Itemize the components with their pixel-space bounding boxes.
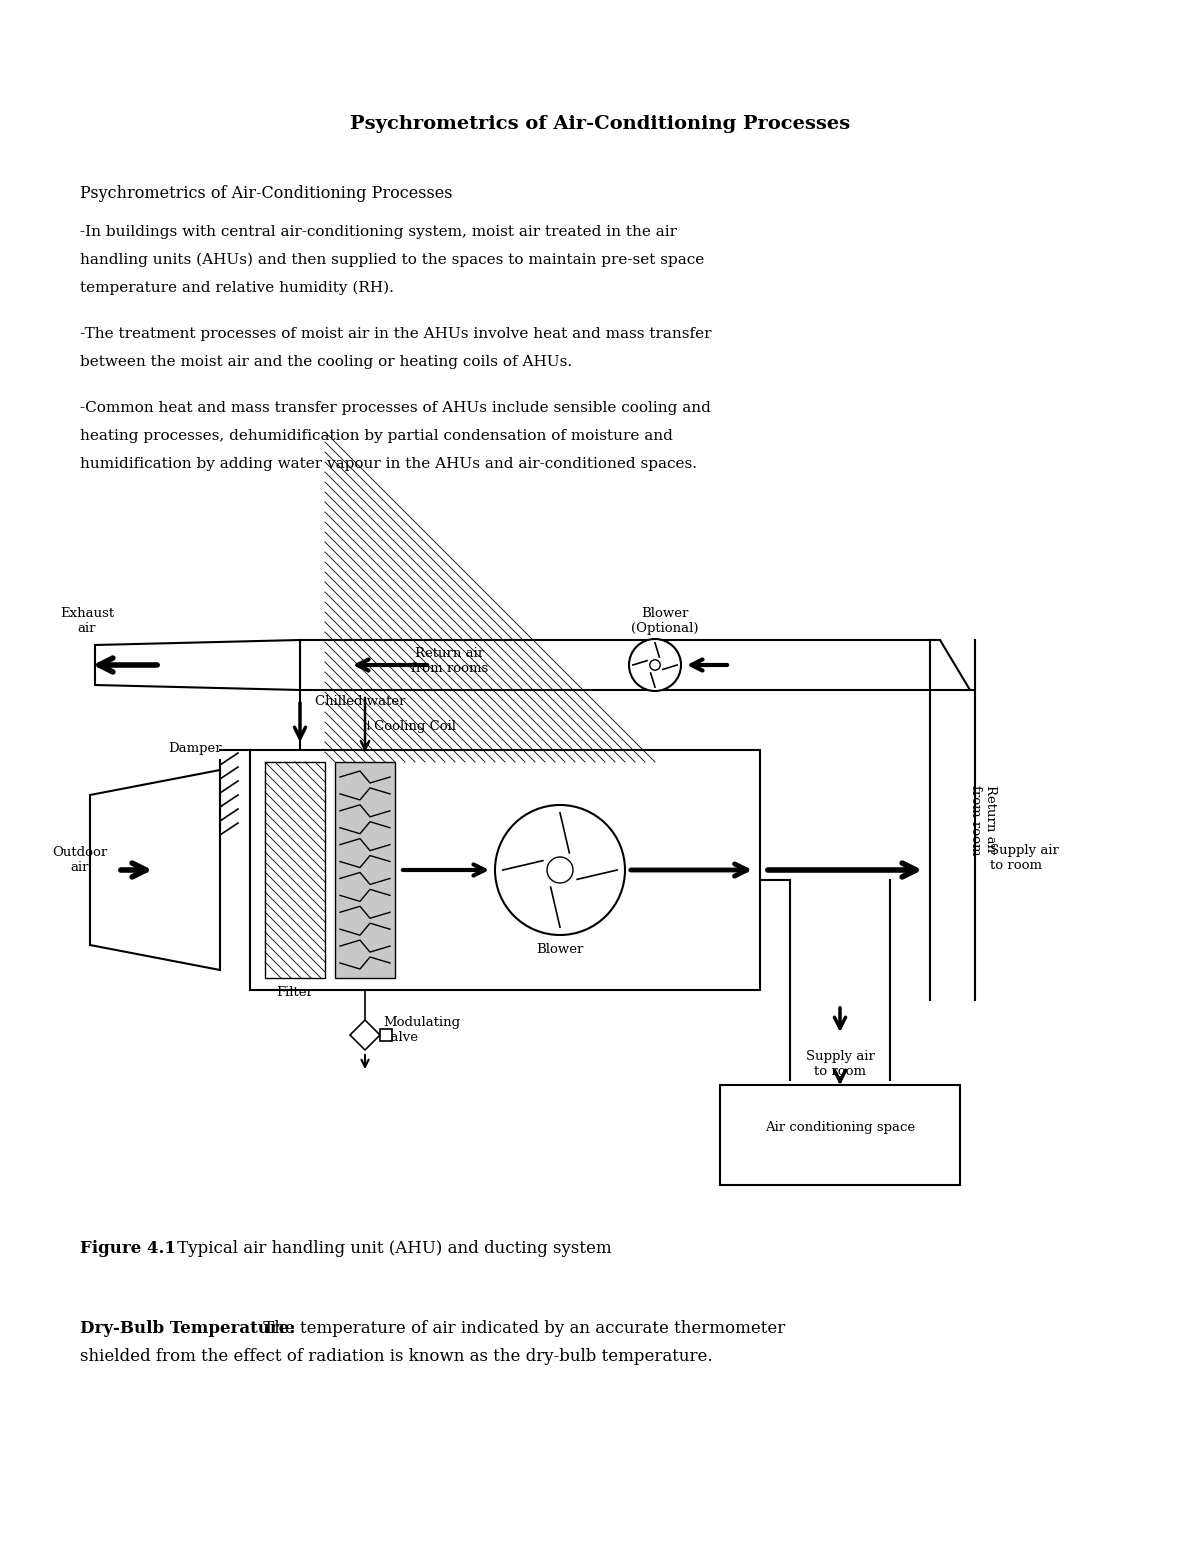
Text: Typical air handling unit (AHU) and ducting system: Typical air handling unit (AHU) and duct… (172, 1239, 612, 1256)
Circle shape (547, 857, 574, 884)
Bar (380, 1030, 392, 1041)
Text: handling units (AHUs) and then supplied to the spaces to maintain pre-set space: handling units (AHUs) and then supplied … (80, 253, 704, 267)
Text: Damper: Damper (168, 742, 222, 755)
Circle shape (650, 660, 660, 671)
Text: Return air
from room: Return air from room (970, 784, 997, 856)
Circle shape (496, 804, 625, 935)
Text: Blower
(Optional): Blower (Optional) (631, 607, 698, 635)
Text: -In buildings with central air-conditioning system, moist air treated in the air: -In buildings with central air-condition… (80, 225, 677, 239)
Text: temperature and relative humidity (RH).: temperature and relative humidity (RH). (80, 281, 394, 295)
Polygon shape (300, 640, 970, 690)
Text: Psychrometrics of Air-Conditioning Processes: Psychrometrics of Air-Conditioning Proce… (80, 185, 452, 202)
Polygon shape (95, 640, 300, 690)
Polygon shape (350, 1020, 380, 1050)
Text: between the moist air and the cooling or heating coils of AHUs.: between the moist air and the cooling or… (80, 356, 572, 370)
Text: Blower: Blower (536, 943, 583, 957)
Bar (720, 1086, 960, 1185)
Text: Filter: Filter (276, 986, 313, 999)
Text: Air conditioning space: Air conditioning space (764, 1121, 916, 1134)
Text: Modulating
valve: Modulating valve (383, 1016, 460, 1044)
Text: Supply air
to room: Supply air to room (805, 1050, 875, 1078)
Text: Exhaust
air: Exhaust air (60, 607, 114, 635)
Text: humidification by adding water vapour in the AHUs and air-conditioned spaces.: humidification by adding water vapour in… (80, 457, 697, 471)
Text: -The treatment processes of moist air in the AHUs involve heat and mass transfer: -The treatment processes of moist air in… (80, 328, 712, 342)
Text: shielded from the effect of radiation is known as the dry-bulb temperature.: shielded from the effect of radiation is… (80, 1348, 713, 1365)
Text: Outdoor
air: Outdoor air (53, 846, 108, 874)
Circle shape (629, 638, 682, 691)
Text: Dry-Bulb Temperature:: Dry-Bulb Temperature: (80, 1320, 295, 1337)
Text: -Common heat and mass transfer processes of AHUs include sensible cooling and: -Common heat and mass transfer processes… (80, 401, 710, 415)
Polygon shape (90, 770, 220, 971)
Text: Return air
from rooms: Return air from rooms (412, 648, 488, 676)
Bar (265, 763, 325, 978)
Bar (335, 763, 395, 978)
Text: Chilled water: Chilled water (314, 696, 406, 708)
Text: ↓Cooling Coil: ↓Cooling Coil (364, 721, 456, 733)
Bar (250, 750, 760, 989)
Text: Figure 4.1: Figure 4.1 (80, 1239, 176, 1256)
Text: Psychrometrics of Air-Conditioning Processes: Psychrometrics of Air-Conditioning Proce… (350, 115, 850, 134)
Text: Supply air
to room: Supply air to room (990, 843, 1058, 871)
Text: The temperature of air indicated by an accurate thermometer: The temperature of air indicated by an a… (258, 1320, 785, 1337)
Text: heating processes, dehumidification by partial condensation of moisture and: heating processes, dehumidification by p… (80, 429, 673, 443)
